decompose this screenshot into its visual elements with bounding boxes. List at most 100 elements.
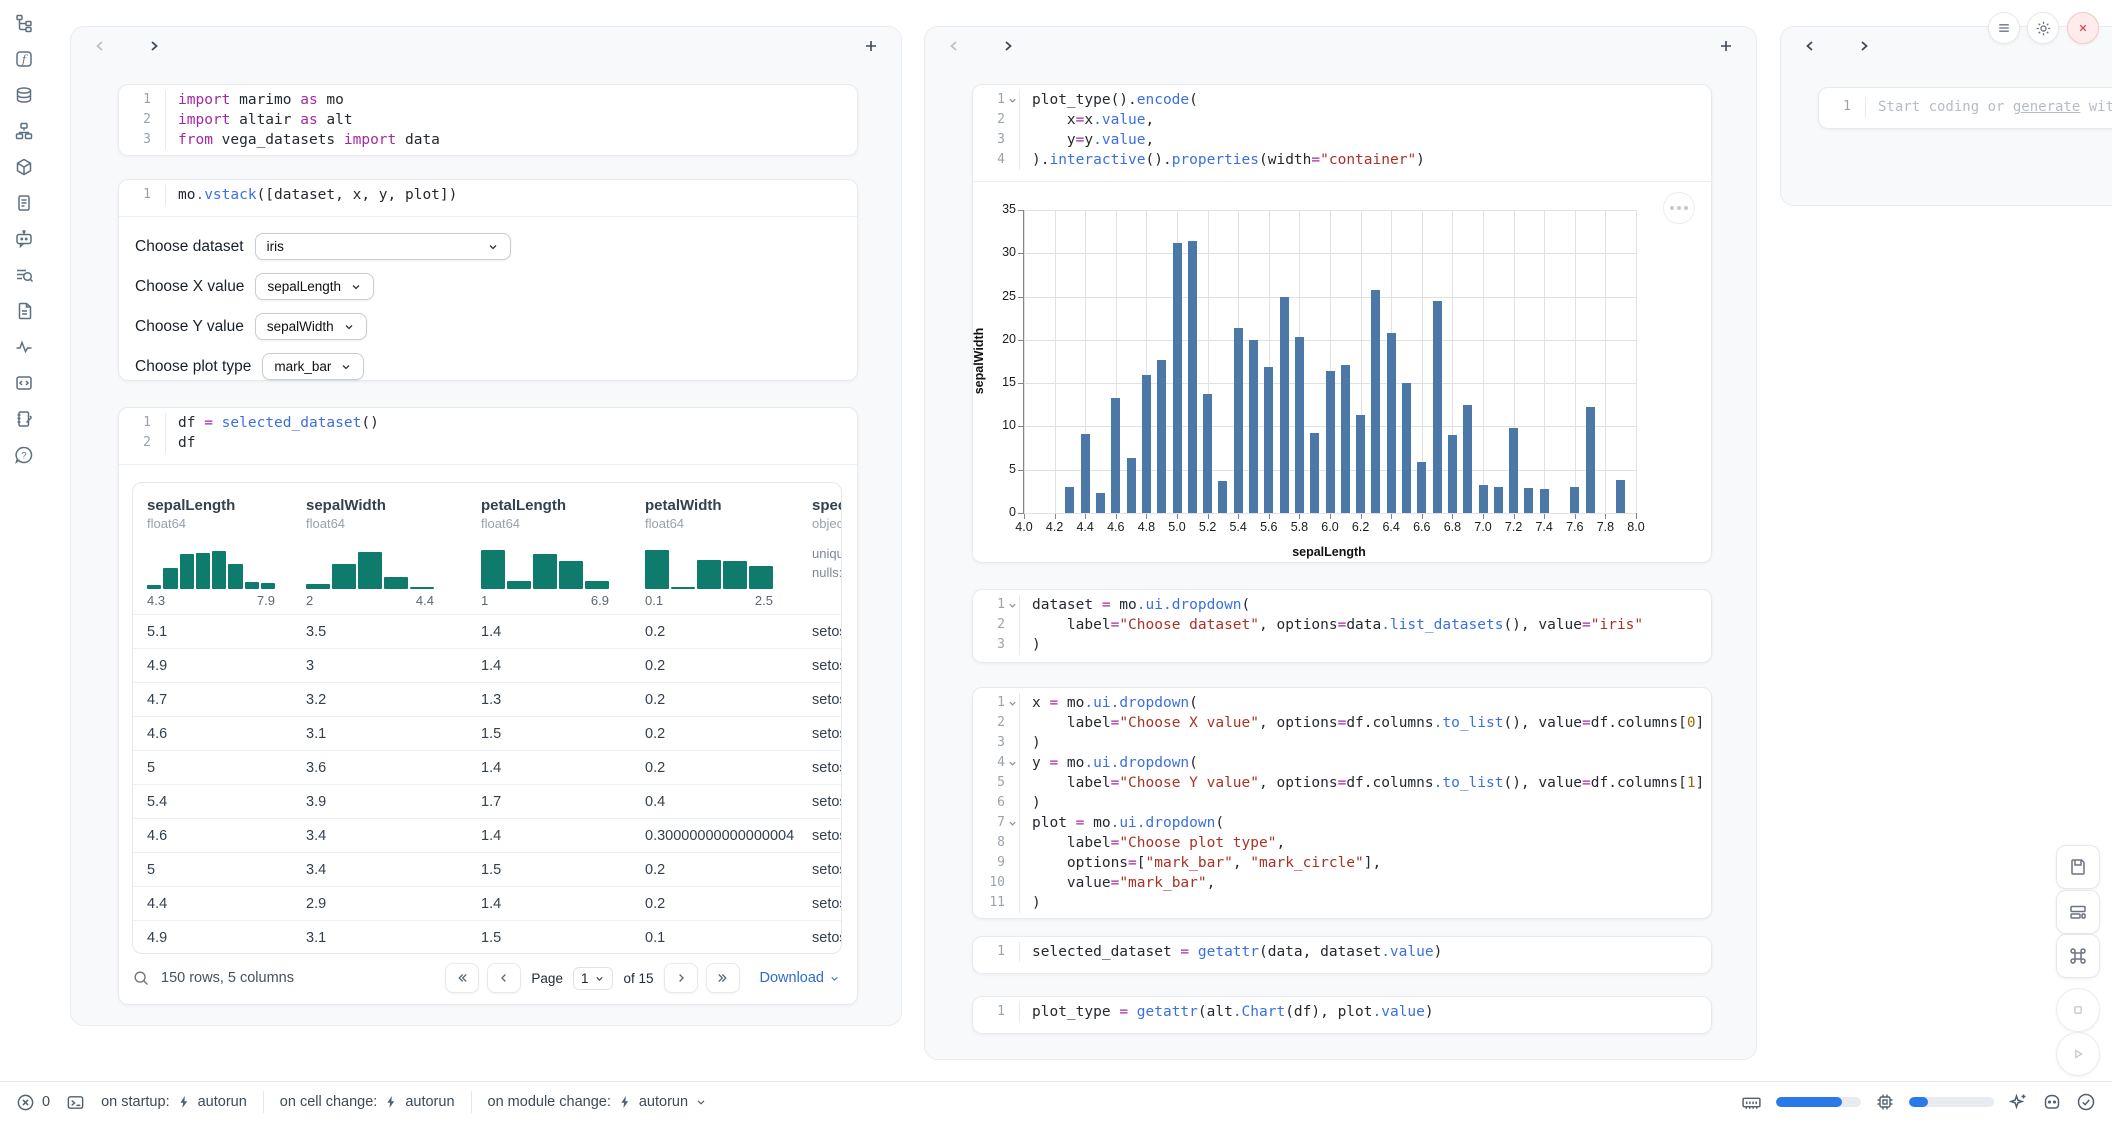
table-row[interactable]: 53.61.40.2setosa xyxy=(133,750,841,784)
packages-icon[interactable] xyxy=(13,156,35,178)
column-header[interactable]: petalWidthfloat640.12.5 xyxy=(631,497,798,608)
chevron-right-icon[interactable] xyxy=(1857,39,1871,53)
code-line[interactable]: 3) xyxy=(973,733,1711,753)
file-tree-icon[interactable] xyxy=(13,12,35,34)
chevron-right-icon[interactable] xyxy=(147,39,161,53)
trace-search-icon[interactable] xyxy=(13,264,35,286)
help-icon[interactable]: ? xyxy=(13,444,35,466)
menu-button[interactable] xyxy=(1988,12,2020,44)
settings-gear-button[interactable] xyxy=(2027,12,2059,44)
code-line[interactable]: 2import altair as alt xyxy=(119,110,857,130)
code-line[interactable]: 6) xyxy=(973,793,1711,813)
keyboard-shortcuts-button[interactable] xyxy=(2056,934,2100,978)
table-row[interactable]: 5.13.51.40.2setosa xyxy=(133,614,841,648)
cell-imports[interactable]: 1import marimo as mo2import altair as al… xyxy=(118,84,858,156)
add-cell-icon[interactable] xyxy=(1718,38,1734,54)
code-line[interactable]: 9 options=["mark_bar", "mark_circle"], xyxy=(973,853,1711,873)
cell-change-mode[interactable]: on cell change: autorun xyxy=(280,1094,455,1110)
logs-icon[interactable] xyxy=(13,192,35,214)
table-row[interactable]: 4.73.21.30.2setosa xyxy=(133,682,841,716)
copilot-icon[interactable] xyxy=(2042,1092,2062,1112)
error-count[interactable]: 0 xyxy=(16,1093,50,1112)
code-line[interactable]: 1plot_type = getattr(alt.Chart(df), plot… xyxy=(973,1002,1711,1022)
code-line[interactable]: 4y = mo.ui.dropdown( xyxy=(973,753,1711,773)
code-line[interactable]: 1import marimo as mo xyxy=(119,90,857,110)
module-change-mode[interactable]: on module change: autorun xyxy=(488,1094,708,1110)
table-row[interactable]: 4.93.11.50.1setosa xyxy=(133,920,841,954)
table-row[interactable]: 4.63.41.40.30000000000000004setosa xyxy=(133,818,841,852)
table-row[interactable]: 4.63.11.50.2setosa xyxy=(133,716,841,750)
chevron-right-icon[interactable] xyxy=(1001,39,1015,53)
table-row[interactable]: 4.42.91.40.2setosa xyxy=(133,886,841,920)
table-row[interactable]: 5.43.91.70.4setosa xyxy=(133,784,841,818)
snippets-icon[interactable] xyxy=(13,372,35,394)
datasources-icon[interactable] xyxy=(13,84,35,106)
code-line[interactable]: 1dataset = mo.ui.dropdown( xyxy=(973,595,1711,615)
chart-menu-button[interactable] xyxy=(1663,192,1695,224)
code-line[interactable]: 2 label="Choose dataset", options=data.l… xyxy=(973,615,1711,635)
add-cell-icon[interactable] xyxy=(863,38,879,54)
code-line[interactable]: 2 x=x.value, xyxy=(973,110,1711,130)
dataset-dropdown[interactable]: iris xyxy=(255,233,511,260)
search-icon[interactable] xyxy=(132,969,150,987)
code-line[interactable]: 3) xyxy=(973,635,1711,655)
chevron-left-icon[interactable] xyxy=(947,39,961,53)
connection-status-icon[interactable] xyxy=(2076,1092,2096,1112)
code-line[interactable]: 4).interactive().properties(width="conta… xyxy=(973,150,1711,170)
code-line[interactable]: 1selected_dataset = getattr(data, datase… xyxy=(973,942,1711,962)
fold-toggle-icon[interactable] xyxy=(1005,756,1019,770)
run-button[interactable] xyxy=(2056,1032,2100,1076)
code-line[interactable]: 2 label="Choose X value", options=df.col… xyxy=(973,713,1711,733)
code-line[interactable]: 1x = mo.ui.dropdown( xyxy=(973,693,1711,713)
column-header[interactable]: speciesobjectuniquenulls: xyxy=(798,497,841,608)
column-header[interactable]: petalLengthfloat6416.9 xyxy=(467,497,631,608)
code-line[interactable]: 10 value="mark_bar", xyxy=(973,873,1711,893)
fold-toggle-icon[interactable] xyxy=(1005,598,1019,612)
documentation-icon[interactable] xyxy=(13,300,35,322)
cell-vstack[interactable]: 1mo.vstack([dataset, x, y, plot]) Choose… xyxy=(118,179,858,381)
code-line[interactable]: 1mo.vstack([dataset, x, y, plot]) xyxy=(119,185,857,205)
cell-dataframe[interactable]: 1df = selected_dataset()2df sepalLengthf… xyxy=(118,407,858,1005)
page-select[interactable]: 1 xyxy=(573,967,614,990)
last-page-button[interactable] xyxy=(706,963,740,993)
plot-type-dropdown[interactable]: mark_bar xyxy=(262,353,364,380)
dependency-graph-icon[interactable] xyxy=(13,120,35,142)
code-line[interactable]: 2df xyxy=(119,433,857,453)
app-layout-button[interactable] xyxy=(2056,890,2100,934)
scratch-editor[interactable]: 1 Start coding or generate with xyxy=(1818,87,2112,129)
cell-plot[interactable]: 1plot_type().encode(2 x=x.value,3 y=y.va… xyxy=(972,84,1712,563)
cell-plot-type[interactable]: 1plot_type = getattr(alt.Chart(df), plot… xyxy=(972,996,1712,1034)
fold-toggle-icon[interactable] xyxy=(1005,696,1019,710)
table-row[interactable]: 53.41.50.2setosa xyxy=(133,852,841,886)
cell-xy-plot-dropdowns[interactable]: 1x = mo.ui.dropdown(2 label="Choose X va… xyxy=(972,687,1712,919)
save-button[interactable] xyxy=(2056,845,2100,889)
first-page-button[interactable] xyxy=(445,963,479,993)
ai-chat-icon[interactable] xyxy=(13,228,35,250)
stop-button[interactable] xyxy=(2056,988,2100,1032)
startup-mode[interactable]: on startup: autorun xyxy=(101,1094,247,1110)
table-row[interactable]: 4.931.40.2setosa xyxy=(133,648,841,682)
y-value-dropdown[interactable]: sepalWidth xyxy=(255,313,367,340)
code-line[interactable]: 1plot_type().encode( xyxy=(973,90,1711,110)
generate-link[interactable]: generate xyxy=(2013,99,2080,115)
code-line[interactable]: 3from vega_datasets import data xyxy=(119,130,857,150)
cell-dataset-dropdown[interactable]: 1dataset = mo.ui.dropdown(2 label="Choos… xyxy=(972,589,1712,663)
cell-selected-dataset[interactable]: 1selected_dataset = getattr(data, datase… xyxy=(972,936,1712,974)
code-line[interactable]: 1df = selected_dataset() xyxy=(119,413,857,433)
column-header[interactable]: sepalLengthfloat644.37.9 xyxy=(133,497,292,608)
code-line[interactable]: 11) xyxy=(973,893,1711,913)
altair-chart[interactable]: sepalLength sepalWidth 4.04.24.44.64.85.… xyxy=(973,183,1711,562)
next-page-button[interactable] xyxy=(664,963,698,993)
tracing-icon[interactable] xyxy=(13,336,35,358)
chevron-left-icon[interactable] xyxy=(1803,39,1817,53)
ai-sparkle-icon[interactable] xyxy=(2008,1092,2028,1112)
chevron-left-icon[interactable] xyxy=(93,39,107,53)
code-line[interactable]: 7plot = mo.ui.dropdown( xyxy=(973,813,1711,833)
code-line[interactable]: 8 label="Choose plot type", xyxy=(973,833,1711,853)
fold-toggle-icon[interactable] xyxy=(1005,816,1019,830)
fold-toggle-icon[interactable] xyxy=(1005,93,1019,107)
x-value-dropdown[interactable]: sepalLength xyxy=(255,273,374,300)
terminal-icon[interactable] xyxy=(66,1093,85,1112)
column-header[interactable]: sepalWidthfloat6424.4 xyxy=(292,497,467,608)
close-button[interactable] xyxy=(2067,12,2099,44)
